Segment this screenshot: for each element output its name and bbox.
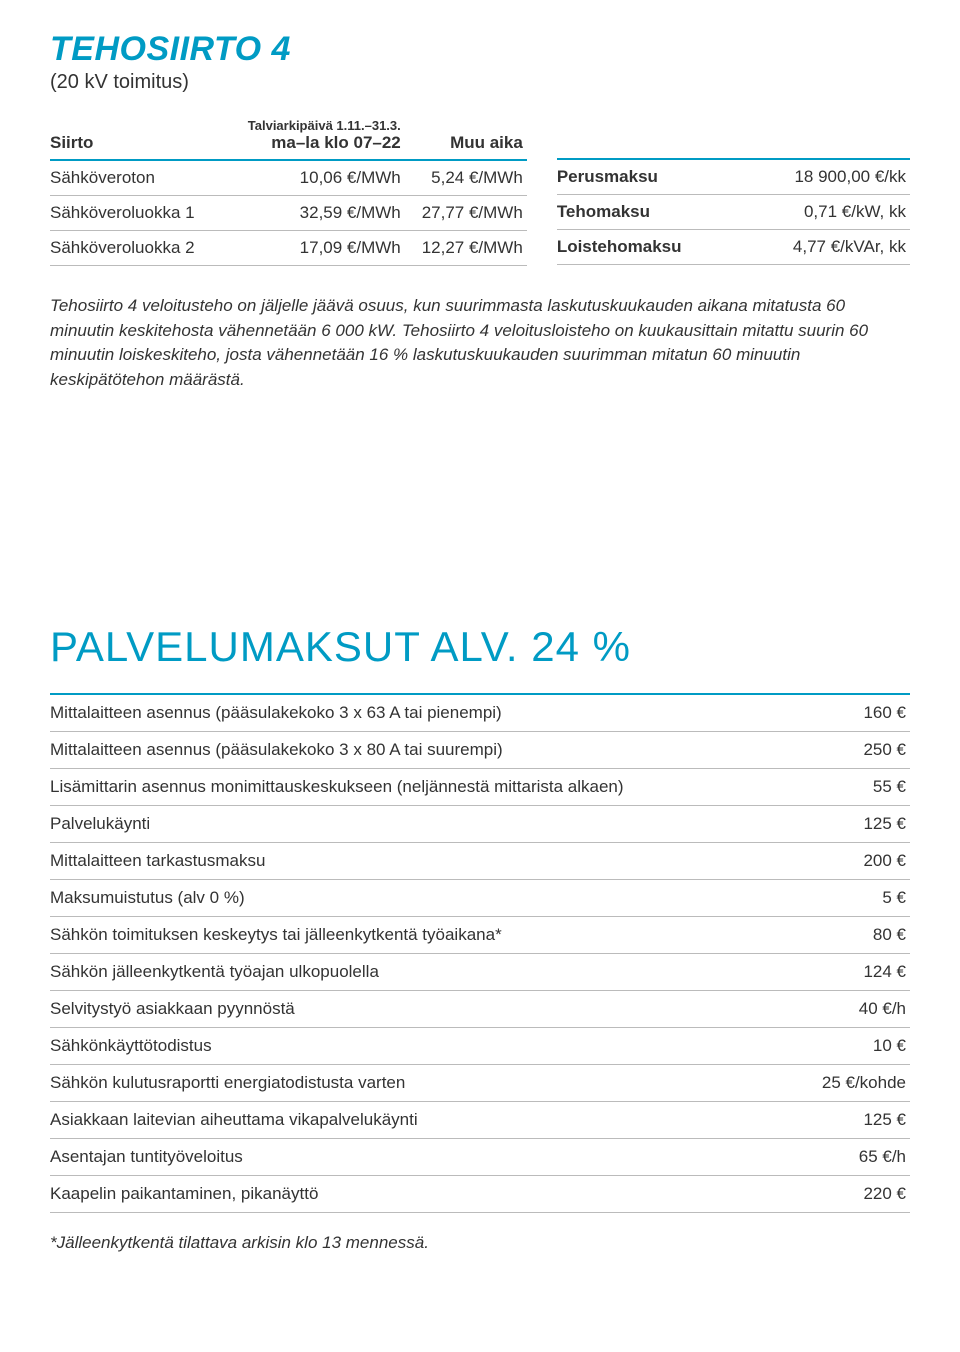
cell-value: 27,77 €/MWh: [405, 196, 527, 231]
table-row: Sähkön kulutusraportti energiatodistusta…: [50, 1064, 910, 1101]
cell-label: Mittalaitteen tarkastusmaksu: [50, 842, 796, 879]
table-row: Kaapelin paikantaminen, pikanäyttö220 €: [50, 1175, 910, 1212]
table-row: Sähköveroton 10,06 €/MWh 5,24 €/MWh: [50, 160, 527, 196]
cell-value: 55 €: [796, 768, 910, 805]
explanatory-note: Tehosiirto 4 veloitusteho on jäljelle jä…: [50, 294, 910, 393]
cell-value: 4,77 €/kVAr, kk: [742, 230, 910, 265]
table-row: Mittalaitteen asennus (pääsulakekoko 3 x…: [50, 731, 910, 768]
services-footnote: *Jälleenkytkentä tilattava arkisin klo 1…: [50, 1233, 910, 1253]
table-row: Mittalaitteen tarkastusmaksu200 €: [50, 842, 910, 879]
cell-value: 125 €: [796, 805, 910, 842]
cell-label: Palvelukäynti: [50, 805, 796, 842]
cell-value: 125 €: [796, 1101, 910, 1138]
page-title: TEHOSIIRTO 4: [50, 30, 910, 69]
cell-value: 17,09 €/MWh: [223, 231, 405, 266]
table-row: Mittalaitteen asennus (pääsulakekoko 3 x…: [50, 694, 910, 732]
cell-value: 12,27 €/MWh: [405, 231, 527, 266]
cell-label: Lisämittarin asennus monimittauskeskukse…: [50, 768, 796, 805]
cell-label: Asentajan tuntityöveloitus: [50, 1138, 796, 1175]
siirto-col1-label: Siirto: [50, 133, 93, 152]
cell-label: Tehomaksu: [557, 195, 742, 230]
table-row: Asentajan tuntityöveloitus65 €/h: [50, 1138, 910, 1175]
cell-label: Sähkön jälleenkytkentä työajan ulkopuole…: [50, 953, 796, 990]
cell-label: Sähkönkäyttötodistus: [50, 1027, 796, 1064]
siirto-col3-label: Muu aika: [450, 133, 523, 152]
siirto-table: Siirto Talviarkipäivä 1.11.–31.3. ma–la …: [50, 112, 527, 266]
cell-label: Sähkön toimituksen keskeytys tai jälleen…: [50, 916, 796, 953]
table-row: Lisämittarin asennus monimittauskeskukse…: [50, 768, 910, 805]
siirto-col2-header: Talviarkipäivä 1.11.–31.3. ma–la klo 07–…: [223, 112, 405, 160]
cell-value: 220 €: [796, 1175, 910, 1212]
cell-value: 32,59 €/MWh: [223, 196, 405, 231]
cell-value: 40 €/h: [796, 990, 910, 1027]
cell-label: Mittalaitteen asennus (pääsulakekoko 3 x…: [50, 694, 796, 732]
cell-label: Mittalaitteen asennus (pääsulakekoko 3 x…: [50, 731, 796, 768]
cell-label: Selvitystyö asiakkaan pyynnöstä: [50, 990, 796, 1027]
table-row: Loistehomaksu 4,77 €/kVAr, kk: [557, 230, 910, 265]
page-subtitle: (20 kV toimitus): [50, 71, 910, 94]
siirto-col2-line1: Talviarkipäivä 1.11.–31.3.: [223, 118, 401, 133]
cell-label: Maksumuistutus (alv 0 %): [50, 879, 796, 916]
pricing-tables: Siirto Talviarkipäivä 1.11.–31.3. ma–la …: [50, 112, 910, 266]
table-row: Perusmaksu 18 900,00 €/kk: [557, 159, 910, 195]
cell-label: Sähkön kulutusraportti energiatodistusta…: [50, 1064, 796, 1101]
cell-value: 25 €/kohde: [796, 1064, 910, 1101]
table-row: Sähköveroluokka 2 17,09 €/MWh 12,27 €/MW…: [50, 231, 527, 266]
cell-label: Loistehomaksu: [557, 230, 742, 265]
cell-value: 200 €: [796, 842, 910, 879]
table-row: Palvelukäynti125 €: [50, 805, 910, 842]
table-row: Selvitystyö asiakkaan pyynnöstä40 €/h: [50, 990, 910, 1027]
cell-value: 10,06 €/MWh: [223, 160, 405, 196]
cell-label: Sähköveroton: [50, 160, 223, 196]
cell-value: 250 €: [796, 731, 910, 768]
siirto-col2-line2: ma–la klo 07–22: [223, 133, 401, 153]
siirto-col1-header: Siirto: [50, 112, 223, 160]
services-heading: PALVELUMAKSUT ALV. 24 %: [50, 623, 910, 671]
cell-value: 65 €/h: [796, 1138, 910, 1175]
table-row: Maksumuistutus (alv 0 %)5 €: [50, 879, 910, 916]
table-row: Sähkön toimituksen keskeytys tai jälleen…: [50, 916, 910, 953]
cell-label: Perusmaksu: [557, 159, 742, 195]
siirto-col3-header: Muu aika: [405, 112, 527, 160]
cell-label: Asiakkaan laitevian aiheuttama vikapalve…: [50, 1101, 796, 1138]
cell-value: 0,71 €/kW, kk: [742, 195, 910, 230]
table-row: Sähköveroluokka 1 32,59 €/MWh 27,77 €/MW…: [50, 196, 527, 231]
cell-value: 10 €: [796, 1027, 910, 1064]
fees-table: Perusmaksu 18 900,00 €/kk Tehomaksu 0,71…: [557, 112, 910, 265]
table-row: Sähkön jälleenkytkentä työajan ulkopuole…: [50, 953, 910, 990]
document-header: TEHOSIIRTO 4 (20 kV toimitus): [50, 30, 910, 94]
cell-label: Kaapelin paikantaminen, pikanäyttö: [50, 1175, 796, 1212]
table-row: Tehomaksu 0,71 €/kW, kk: [557, 195, 910, 230]
cell-label: Sähköveroluokka 1: [50, 196, 223, 231]
table-row: Sähkönkäyttötodistus10 €: [50, 1027, 910, 1064]
cell-value: 5,24 €/MWh: [405, 160, 527, 196]
cell-value: 124 €: [796, 953, 910, 990]
cell-value: 18 900,00 €/kk: [742, 159, 910, 195]
cell-value: 80 €: [796, 916, 910, 953]
table-row: Asiakkaan laitevian aiheuttama vikapalve…: [50, 1101, 910, 1138]
cell-label: Sähköveroluokka 2: [50, 231, 223, 266]
cell-value: 160 €: [796, 694, 910, 732]
services-table: Mittalaitteen asennus (pääsulakekoko 3 x…: [50, 693, 910, 1213]
cell-value: 5 €: [796, 879, 910, 916]
